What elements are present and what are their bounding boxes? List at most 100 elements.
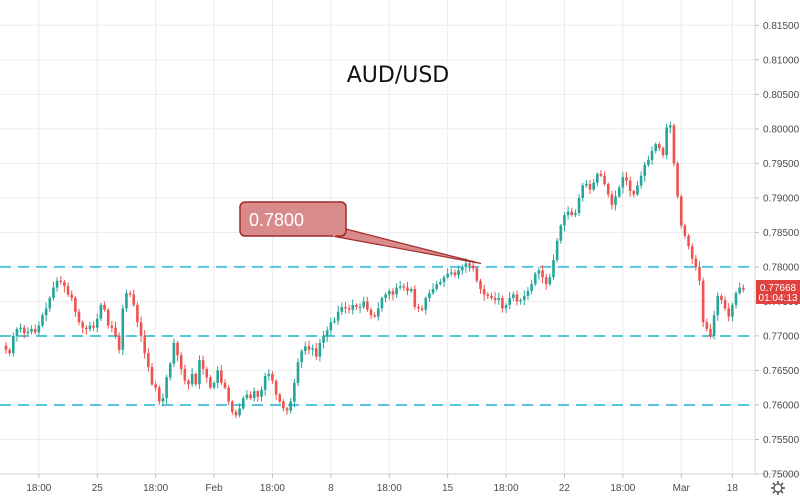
- candle-body: [537, 270, 541, 274]
- candle-body: [201, 360, 205, 370]
- candle-body: [194, 373, 198, 385]
- candle-body: [617, 187, 621, 197]
- candle-body: [117, 335, 121, 350]
- candle-body: [574, 213, 577, 216]
- candle-body: [63, 282, 66, 287]
- candle-body: [147, 353, 150, 368]
- candle-body: [384, 294, 387, 298]
- candle-body: [669, 125, 672, 128]
- candle-body: [679, 196, 683, 226]
- candle-body: [121, 308, 125, 350]
- time-tick-label: 15: [442, 483, 454, 494]
- price-tick-label: 0.81000: [763, 55, 800, 66]
- candle-body: [245, 394, 249, 399]
- price-axis[interactable]: 0.750000.755000.760000.765000.770000.775…: [755, 21, 800, 481]
- candle-body: [59, 280, 63, 283]
- callout-pointer[interactable]: [331, 227, 482, 265]
- candle-body: [285, 408, 289, 411]
- candle-body: [256, 391, 260, 397]
- candle-body: [698, 266, 701, 281]
- settings-gear-icon[interactable]: [771, 481, 785, 495]
- candle-body: [70, 294, 73, 298]
- candle-body: [165, 377, 168, 399]
- candle-body: [106, 309, 110, 326]
- candle-body: [95, 318, 99, 328]
- candle-body: [8, 349, 11, 354]
- candle-body: [150, 367, 154, 385]
- candle-body: [417, 306, 420, 309]
- candle-body: [541, 270, 544, 278]
- candle-body: [333, 320, 336, 323]
- candle-body: [322, 335, 325, 343]
- candle-body: [570, 211, 574, 216]
- price-callout[interactable]: 0.7800: [239, 201, 482, 265]
- candle-body: [515, 294, 519, 302]
- last-price-value: 0.77668: [760, 283, 797, 294]
- candle-body: [136, 304, 139, 323]
- price-tick-label: 0.79500: [763, 159, 800, 170]
- chart-title: AUD/USD: [347, 63, 450, 88]
- candle-body: [603, 175, 606, 185]
- candle-body: [52, 287, 55, 298]
- price-tick-label: 0.78500: [763, 228, 800, 239]
- time-tick-label: 18:00: [143, 483, 168, 494]
- candle-body: [278, 394, 282, 402]
- candle-body: [658, 144, 661, 149]
- candle-body: [380, 297, 384, 309]
- candle-body: [628, 180, 632, 191]
- candle-body: [325, 330, 329, 336]
- callout-box[interactable]: [239, 201, 347, 237]
- candle-body: [519, 300, 522, 302]
- time-axis[interactable]: 18:00 25 18:00 Feb 18:00 8 18:00 15 18:00 22 18:00…: [26, 474, 738, 494]
- candle-body: [41, 315, 44, 326]
- candle-body: [683, 225, 687, 236]
- candle-body: [85, 327, 88, 330]
- candle-body: [263, 375, 267, 390]
- candle-body: [482, 288, 486, 295]
- candle-body: [260, 389, 263, 397]
- candle-body: [413, 288, 417, 307]
- candle-body: [66, 286, 70, 295]
- candle-body: [234, 411, 238, 416]
- candle-body: [508, 297, 511, 305]
- candle-body: [639, 175, 643, 186]
- candle-body: [231, 401, 234, 412]
- candle-body: [19, 327, 22, 330]
- price-tick-label: 0.80500: [763, 90, 800, 101]
- candle-body: [643, 164, 647, 176]
- candle-body: [366, 301, 369, 310]
- candle-body: [274, 380, 278, 395]
- candle-body: [329, 322, 333, 331]
- candle-body: [548, 277, 552, 285]
- candle-body: [512, 294, 515, 298]
- last-price-countdown: 01:04:13: [759, 293, 798, 304]
- candle-body: [351, 304, 355, 310]
- candle-body: [398, 286, 402, 288]
- candle-body: [453, 272, 457, 276]
- candle-body: [223, 382, 227, 388]
- candle-body: [428, 293, 431, 298]
- time-tick-label: 18:00: [610, 483, 635, 494]
- candle-body: [314, 348, 318, 357]
- candle-body: [296, 362, 300, 383]
- candle-body: [592, 182, 595, 190]
- candle-body: [355, 304, 358, 307]
- candle-body: [300, 351, 303, 363]
- candle-body: [154, 384, 157, 388]
- candle-body: [373, 315, 376, 317]
- time-tick-label: 18:00: [377, 483, 402, 494]
- candle-body: [599, 173, 603, 176]
- time-tick-label: Mar: [673, 483, 691, 494]
- candles: [4, 121, 745, 419]
- candle-body: [220, 370, 223, 383]
- candle-body: [179, 355, 183, 370]
- price-tick-label: 0.79000: [763, 193, 800, 204]
- candle-body: [267, 373, 271, 376]
- candle-body: [501, 297, 504, 309]
- price-tick-label: 0.76500: [763, 366, 800, 377]
- candle-body: [632, 190, 636, 195]
- candle-body: [304, 346, 307, 352]
- candle-body: [424, 297, 428, 310]
- candle-body: [161, 398, 165, 402]
